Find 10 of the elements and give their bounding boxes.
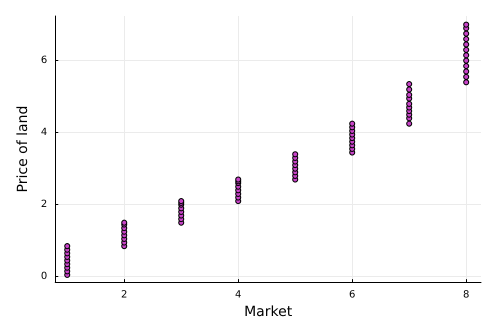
y-tick-label: 4 xyxy=(40,127,48,138)
y-axis-title: Price of land xyxy=(15,106,31,192)
x-tick-label: 6 xyxy=(349,290,356,301)
x-tick-label: 4 xyxy=(235,290,242,301)
x-tick-label: 2 xyxy=(121,290,128,301)
y-tick-label: 6 xyxy=(40,55,48,66)
x-tick-label: 8 xyxy=(462,290,470,301)
y-tick-label: 0 xyxy=(40,271,48,282)
y-tick-label: 2 xyxy=(40,199,48,210)
x-axis-title: Market xyxy=(244,304,293,320)
